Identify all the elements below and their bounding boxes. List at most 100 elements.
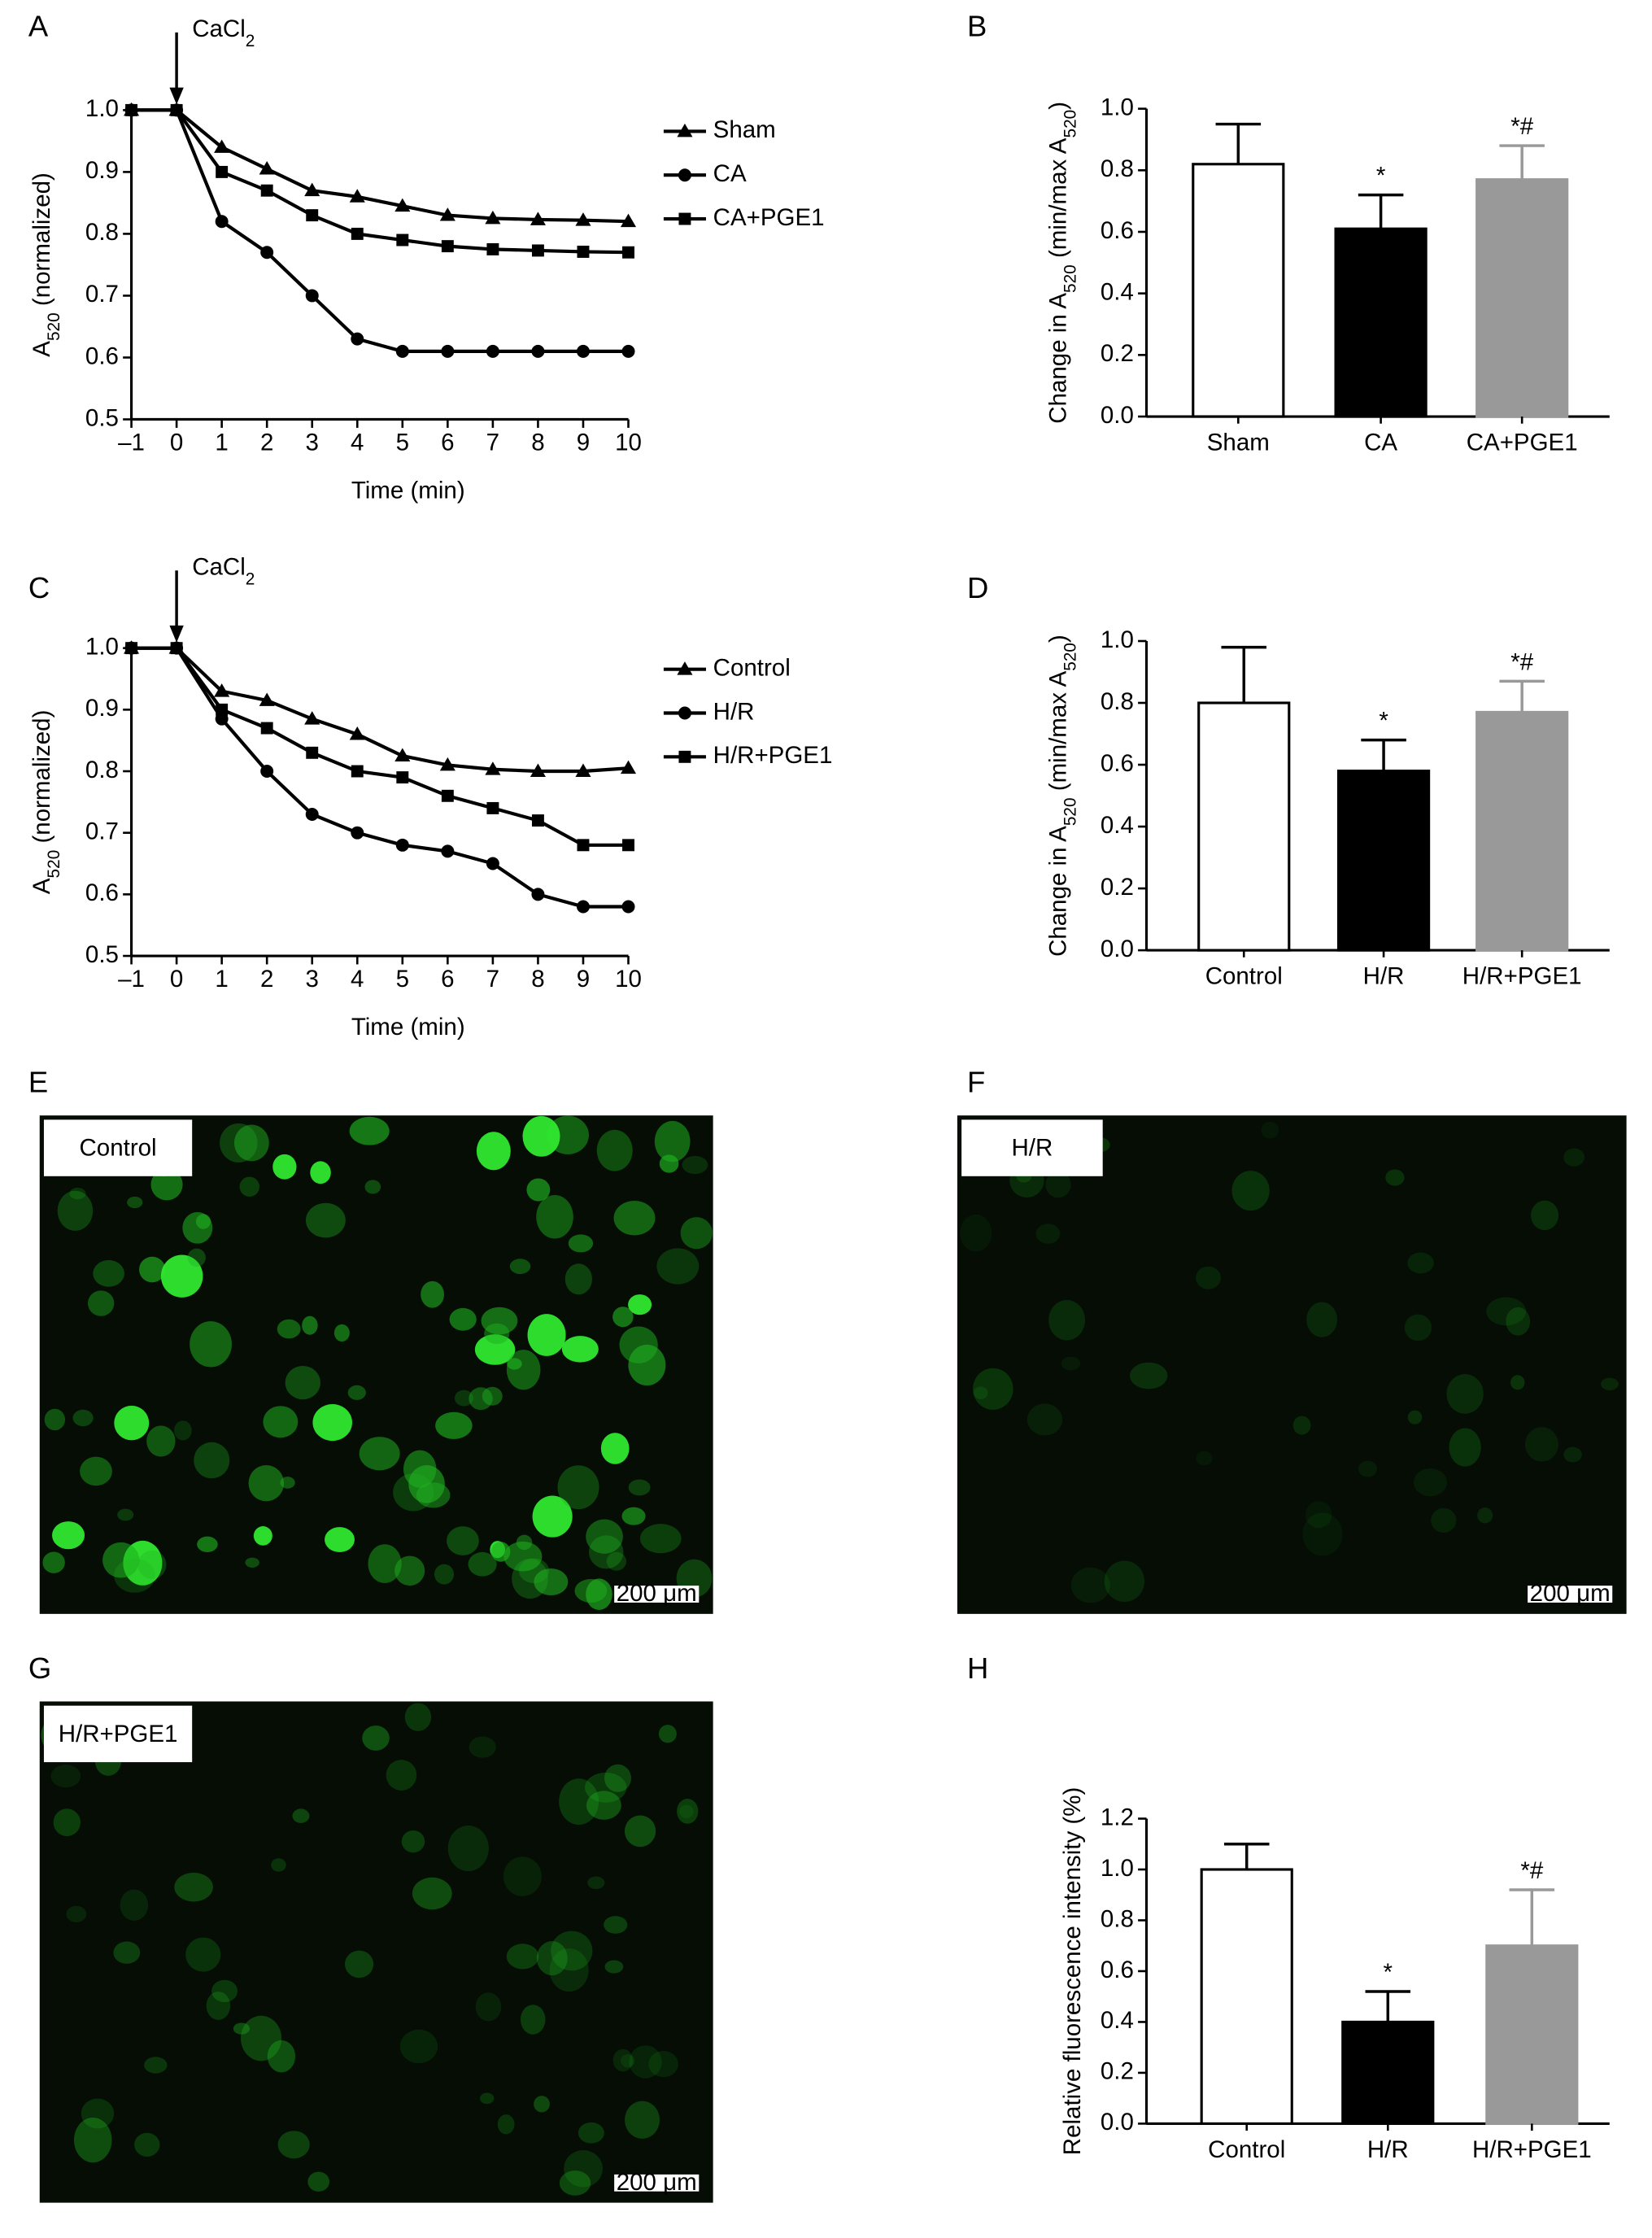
- y-axis-label-part: 520: [44, 850, 63, 879]
- cell: [1477, 1507, 1493, 1524]
- marker: [260, 184, 273, 197]
- cell: [113, 1941, 141, 1964]
- y-tick-label: 0.8: [1101, 155, 1134, 182]
- cell: [1048, 1299, 1086, 1341]
- marker: [215, 215, 229, 229]
- marker: [620, 760, 637, 774]
- panel-letter: F: [967, 1066, 985, 1099]
- marker: [577, 839, 590, 852]
- cell: [267, 2040, 296, 2073]
- cell: [72, 1409, 94, 1427]
- cell: [185, 1937, 221, 1972]
- cell: [57, 1190, 94, 1231]
- cell: [87, 1290, 115, 1316]
- marker: [125, 103, 138, 116]
- legend-label: Control: [713, 654, 791, 681]
- cell: [1104, 1560, 1145, 1603]
- scale-bar: [1528, 1586, 1613, 1603]
- cell: [1563, 1148, 1585, 1167]
- bar: [1334, 227, 1428, 418]
- cell: [1510, 1375, 1525, 1390]
- y-tick-label: 0.9: [85, 157, 119, 184]
- cell: [503, 1856, 542, 1896]
- cell: [520, 2005, 546, 2035]
- y-axis-label-part: 520: [1061, 110, 1079, 138]
- y-axis-label-part: 520: [1061, 797, 1079, 826]
- y-axis-label-part: (min/max A: [1045, 137, 1072, 264]
- marker: [351, 332, 364, 346]
- cell: [482, 1386, 503, 1406]
- cell: [624, 1815, 656, 1848]
- marker: [531, 814, 544, 827]
- marker: [349, 726, 365, 740]
- cell: [93, 1260, 124, 1287]
- x-tick-label: 6: [441, 966, 454, 992]
- cell: [973, 1368, 1013, 1410]
- x-tick-label: 10: [615, 430, 642, 456]
- cell: [1407, 1252, 1434, 1274]
- y-axis-label: Change in A520 (min/max A520): [1045, 635, 1080, 957]
- y-axis-label-part: 520: [1061, 264, 1079, 293]
- cell: [621, 2054, 635, 2068]
- annotation-part: 2: [246, 32, 255, 50]
- cell: [81, 2098, 115, 2129]
- series-line: [131, 108, 629, 353]
- cell: [679, 1804, 694, 1818]
- y-tick-label: 0.4: [1101, 278, 1134, 305]
- significance-label: *#: [1520, 1857, 1543, 1884]
- marker: [576, 344, 590, 358]
- y-tick-label: 0.2: [1101, 2058, 1134, 2085]
- x-tick-label: 3: [306, 966, 319, 992]
- cell: [475, 1992, 502, 2022]
- y-tick-label: 1.0: [85, 95, 119, 122]
- cell: [561, 1336, 599, 1363]
- x-tick-label: 9: [577, 430, 590, 456]
- x-tick-label: –1: [118, 430, 145, 456]
- marker: [531, 344, 545, 358]
- x-axis-label: Time (min): [351, 1014, 465, 1040]
- cell: [536, 1194, 573, 1239]
- panel-letter: G: [28, 1651, 51, 1685]
- cell: [195, 1214, 211, 1229]
- x-tick-label: H/R+PGE1: [1462, 963, 1582, 990]
- marker: [306, 746, 319, 759]
- significance-label: *: [1379, 708, 1388, 735]
- cell: [1306, 1302, 1338, 1337]
- image-label: Control: [80, 1135, 157, 1162]
- marker: [441, 844, 455, 858]
- cell: [53, 1808, 81, 1837]
- cell: [233, 1124, 269, 1162]
- significance-label: *#: [1510, 113, 1533, 140]
- cell: [527, 1314, 566, 1356]
- scale-bar-label: 200 μm: [617, 1580, 697, 1607]
- cell: [386, 1760, 417, 1791]
- bar: [1475, 710, 1569, 952]
- y-axis-label-part: Relative fluorescence intensity (%): [1059, 1787, 1086, 2156]
- bar: [1485, 1944, 1579, 2125]
- bar: [1200, 1868, 1293, 2125]
- scale-bar-label: 200 μm: [617, 2169, 697, 2196]
- annotation: CaCl2: [192, 15, 255, 50]
- annotation-part: CaCl: [192, 15, 246, 42]
- marker: [304, 182, 320, 197]
- marker: [349, 189, 365, 203]
- micrograph: [957, 1115, 1627, 1614]
- marker: [351, 227, 364, 240]
- cell: [117, 1508, 134, 1521]
- y-tick-label: 0.2: [1101, 874, 1134, 901]
- cell: [50, 1765, 81, 1788]
- cell: [454, 1389, 473, 1407]
- y-axis-label: Change in A520 (min/max A520): [1045, 102, 1080, 424]
- cell: [421, 1280, 445, 1308]
- y-tick-label: 0.8: [85, 757, 119, 783]
- x-tick-label: 1: [215, 430, 228, 456]
- y-axis-label-part: (min/max A: [1045, 670, 1072, 797]
- cell: [120, 1889, 149, 1921]
- cell: [333, 1324, 350, 1342]
- x-tick-label: H/R+PGE1: [1472, 2136, 1592, 2163]
- cell: [628, 1294, 652, 1315]
- cell: [629, 2045, 662, 2079]
- y-tick-label: 0.6: [85, 879, 119, 906]
- legend-label: CA: [713, 160, 747, 187]
- cell: [557, 1465, 599, 1510]
